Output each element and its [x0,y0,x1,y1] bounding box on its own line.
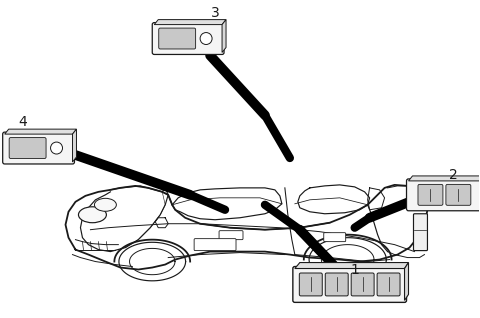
Text: 4: 4 [18,115,27,129]
FancyBboxPatch shape [418,184,443,205]
FancyBboxPatch shape [407,179,480,211]
FancyBboxPatch shape [152,23,224,54]
Text: 2: 2 [449,168,458,182]
FancyBboxPatch shape [293,266,407,302]
Circle shape [50,142,62,154]
FancyBboxPatch shape [194,238,236,251]
FancyBboxPatch shape [3,132,74,164]
Polygon shape [405,263,408,301]
FancyBboxPatch shape [413,214,428,251]
FancyBboxPatch shape [377,273,400,296]
FancyBboxPatch shape [446,184,471,205]
Polygon shape [408,176,480,181]
FancyBboxPatch shape [351,273,374,296]
FancyBboxPatch shape [324,233,346,242]
Polygon shape [222,20,226,52]
FancyBboxPatch shape [219,231,243,240]
Polygon shape [5,129,76,134]
Polygon shape [72,129,76,162]
FancyBboxPatch shape [300,273,322,296]
Polygon shape [295,263,408,268]
Text: 1: 1 [350,263,359,277]
Text: 3: 3 [211,6,219,20]
FancyBboxPatch shape [9,138,46,158]
Ellipse shape [95,198,116,211]
FancyBboxPatch shape [159,28,196,49]
Ellipse shape [78,207,107,223]
FancyBboxPatch shape [325,273,348,296]
Polygon shape [154,20,226,24]
Circle shape [200,32,212,45]
